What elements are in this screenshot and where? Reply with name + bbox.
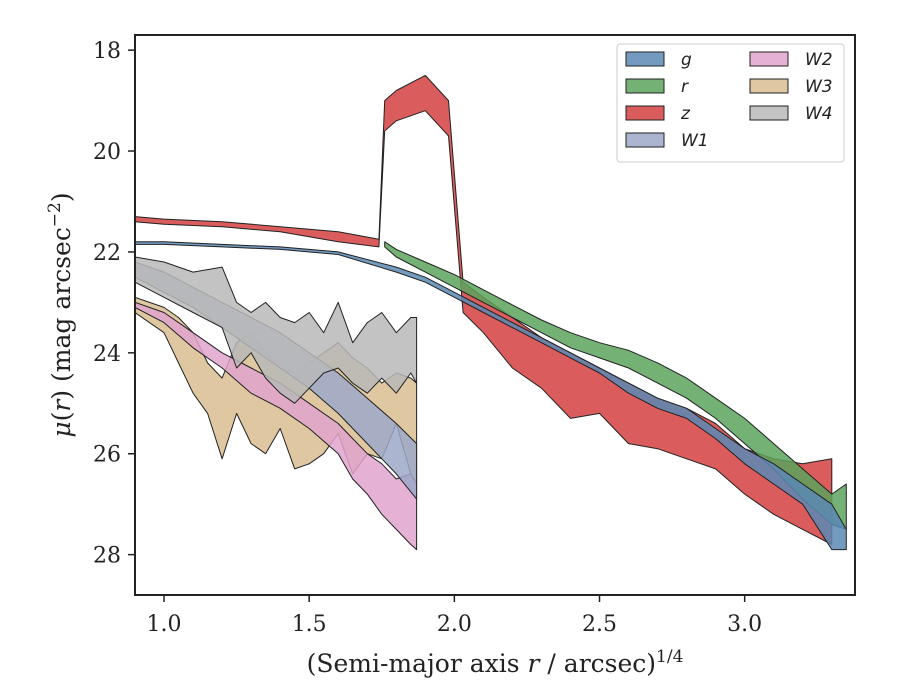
svg-text:(Semi-major axis r / arcsec)1/: (Semi-major axis r / arcsec)1/4: [307, 647, 684, 678]
x-tick-label: 1.0: [147, 612, 182, 637]
y-tick-label: 22: [93, 241, 121, 266]
svg-text:μ(r) (mag arcsec−2): μ(r) (mag arcsec−2): [45, 192, 76, 437]
legend-swatch-w4: [749, 105, 789, 121]
legend-box: [616, 43, 845, 163]
legend-label-w4: W4: [805, 104, 833, 124]
series-band-w4: [135, 256, 418, 404]
x-tick-label: 2.5: [582, 612, 617, 637]
y-axis-label: μ(r) (mag arcsec−2): [45, 192, 76, 437]
legend-label-r: r: [681, 77, 689, 97]
x-tick-label: 1.5: [292, 612, 327, 637]
legend-label-w3: W3: [805, 77, 833, 97]
legend-label-w1: W1: [681, 131, 709, 151]
legend-label-z: z: [680, 104, 691, 124]
legend-swatch-w1: [625, 132, 665, 148]
series-band-g: [135, 241, 847, 551]
legend-swatch-w3: [749, 78, 789, 94]
legend-swatch-z: [625, 105, 665, 121]
legend-label-w2: W2: [805, 50, 833, 70]
y-tick-label: 20: [93, 140, 121, 165]
legend-swatch-w2: [749, 51, 789, 67]
y-tick-label: 24: [93, 342, 121, 367]
plot-frame: [134, 34, 856, 596]
x-axis-label: (Semi-major axis r / arcsec)1/4: [307, 647, 684, 678]
legend-swatch-r: [625, 78, 665, 94]
ticks-layer: 1.0 1.5 2.0 2.5 3.0 18 20 22 24 26 28: [93, 39, 762, 637]
legend: grz W1 W2 W3 W4: [616, 43, 845, 163]
legend-label-g: g: [681, 50, 692, 70]
series-layer: [135, 74, 847, 551]
y-tick-label: 26: [93, 443, 121, 468]
y-tick-label: 28: [93, 544, 121, 569]
x-tick-label: 3.0: [727, 612, 762, 637]
legend-swatch-g: [625, 51, 665, 67]
x-tick-label: 2.0: [437, 612, 472, 637]
y-tick-label: 18: [93, 39, 121, 64]
